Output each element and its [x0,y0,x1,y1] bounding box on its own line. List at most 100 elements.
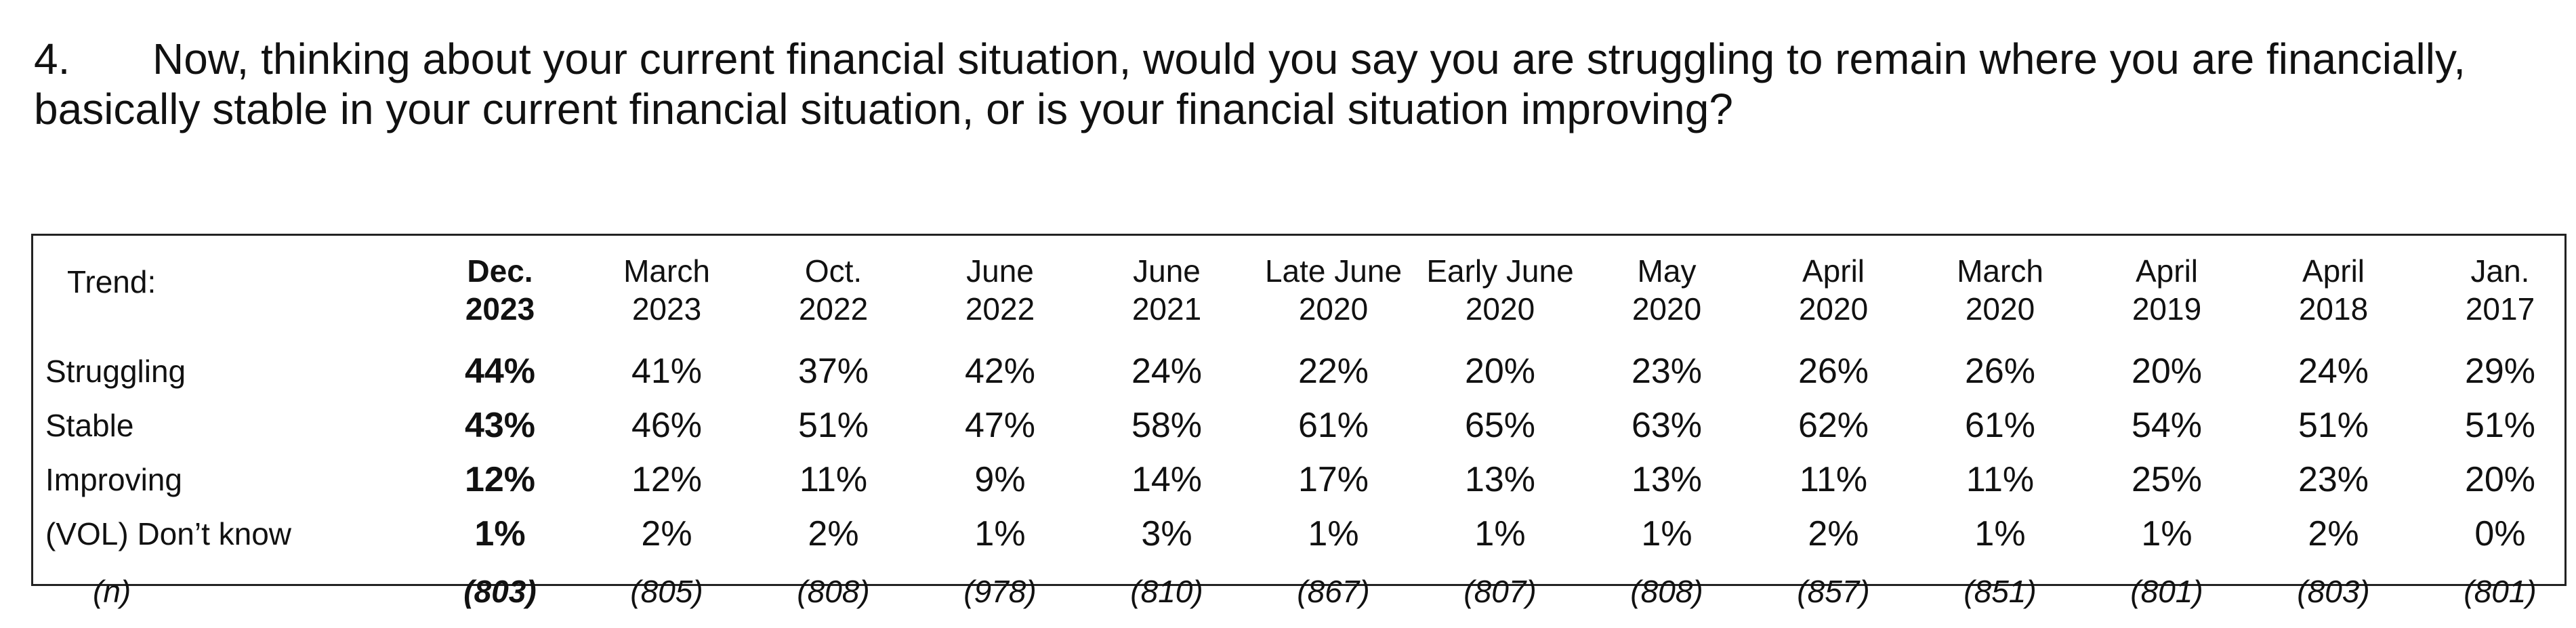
table-cell: 51% [2298,406,2369,445]
sample-size-cell: (808) [1630,574,1703,609]
sample-size-cell: (805) [630,574,703,609]
table-cell: 12% [464,460,536,499]
table-cell: 65% [1464,406,1536,445]
table-cell: 25% [2131,460,2203,499]
column-header-year: 2018 [2298,291,2369,327]
table-row: Struggling 44% 41% 37% 42% 24% 22% 20% 23% 26% 26%… [33,344,2576,398]
table-cell: 62% [1798,406,1869,445]
table-cell: 0% [2474,514,2526,553]
column-header: Oct. 2022 [750,236,917,344]
table-cell: 20% [2464,460,2536,499]
table-cell: 11% [1966,460,2035,499]
table-cell: 23% [2298,460,2369,499]
column-header-year: 2020 [1798,291,1869,327]
table-cell: 26% [1964,352,2036,391]
sample-size-cell: (851) [1964,574,2037,609]
column-header-period: March [1957,253,2043,289]
table-cell: 46% [631,406,703,445]
sample-size-cell: (857) [1797,574,1870,609]
table-cell: 20% [1464,352,1536,391]
table-cell: 2% [2308,514,2359,553]
question-number: 4. [34,35,70,83]
table-cell: 2% [1808,514,1859,553]
column-header-year: 2017 [2465,291,2535,327]
row-label: (VOL) Don’t know [45,516,292,551]
table-cell: 2% [808,514,859,553]
column-header: June 2022 [917,236,1083,344]
table-cell: 23% [1631,352,1703,391]
table-cell: 20% [2131,352,2203,391]
sample-size-row: (n) (803) (805) (808) (978) (810) (867) (807) (8… [33,561,2576,622]
column-header: June 2021 [1083,236,1250,344]
table-cell: 43% [464,406,536,445]
column-header-period: Jan. [2470,253,2530,289]
table-cell: 14% [1131,460,1203,499]
table-cell: 54% [2131,406,2203,445]
table-cell: 3% [1141,514,1192,553]
column-header-year: 2020 [1965,291,2035,327]
table-cell: 1% [474,514,526,553]
table-cell: 61% [1297,406,1369,445]
table-cell: 63% [1631,406,1703,445]
column-header: Dec. 2023 [417,236,583,344]
table-cell: 12% [631,460,703,499]
column-header-period: Early June [1426,253,1574,289]
table-cell: 13% [1464,460,1536,499]
table-cell: 51% [797,406,869,445]
column-header-year: 2020 [1465,291,1535,327]
column-header-year: 2019 [2132,291,2202,327]
column-header-period: Oct. [804,253,863,289]
sample-size-cell: (807) [1463,574,1537,609]
column-header-year: 2022 [798,291,869,327]
table-cell: 29% [2464,352,2536,391]
row-label: Struggling [45,354,186,389]
table-cell: 1% [1641,514,1692,553]
column-header: April 2019 [2083,236,2250,344]
table-row: Stable 43% 46% 51% 47% 58% 61% 65% 63% 62% 61% 54% 5… [33,398,2576,453]
table-cell: 17% [1297,460,1369,499]
sample-size-cell: (867) [1297,574,1370,609]
table-cell: 1% [1308,514,1359,553]
column-header: April 2018 [2250,236,2417,344]
table-cell: 1% [974,514,1026,553]
sample-size-cell: (801) [2130,574,2203,609]
table-cell: 11% [799,460,868,499]
trend-label: Trend: [67,264,157,299]
table-cell: 1% [1974,514,2026,553]
table-cell: 22% [1297,352,1369,391]
column-header: May 2020 [1583,236,1750,344]
column-header-period: April [1802,253,1865,289]
table-cell: 11% [1799,460,1868,499]
column-header-period: June [966,253,1034,289]
column-header: Jan. 2017 [2417,236,2576,344]
sample-size-cell: (978) [963,574,1037,609]
column-header-year: 2023 [465,291,535,327]
row-label: Improving [45,462,182,497]
column-header-year: 2021 [1131,291,1202,327]
column-header: March 2020 [1917,236,2083,344]
row-label: Stable [45,408,134,443]
trend-table: Trend: Dec. 2023 March 2023 Oct. 2022 June 2022 J… [33,236,2576,622]
table-cell: 24% [1131,352,1203,391]
table-cell: 2% [641,514,692,553]
column-header-period: March [623,253,710,289]
table-cell: 24% [2298,352,2369,391]
sample-size-label: (n) [93,574,131,609]
column-header: Late June 2020 [1250,236,1417,344]
column-header-period: Late June [1264,253,1403,289]
sample-size-cell: (808) [797,574,870,609]
column-header-period: May [1637,253,1697,289]
question-heading: 4. Now, thinking about your current finan… [34,34,2541,134]
sample-size-cell: (803) [463,574,537,609]
sample-size-cell: (803) [2297,574,2370,609]
table-cell: 26% [1798,352,1869,391]
table-cell: 44% [464,352,536,391]
column-header: April 2020 [1750,236,1917,344]
table-cell: 13% [1631,460,1703,499]
table-cell: 1% [2141,514,2193,553]
column-header: March 2023 [583,236,750,344]
table-cell: 42% [964,352,1036,391]
trend-table-body: Trend: Dec. 2023 March 2023 Oct. 2022 June 2022 J… [33,236,2576,622]
sample-size-cell: (810) [1130,574,1203,609]
table-row: (VOL) Don’t know 1% 2% 2% 1% 3% 1% 1% 1% 2% 1% 1% 2%… [33,507,2576,561]
